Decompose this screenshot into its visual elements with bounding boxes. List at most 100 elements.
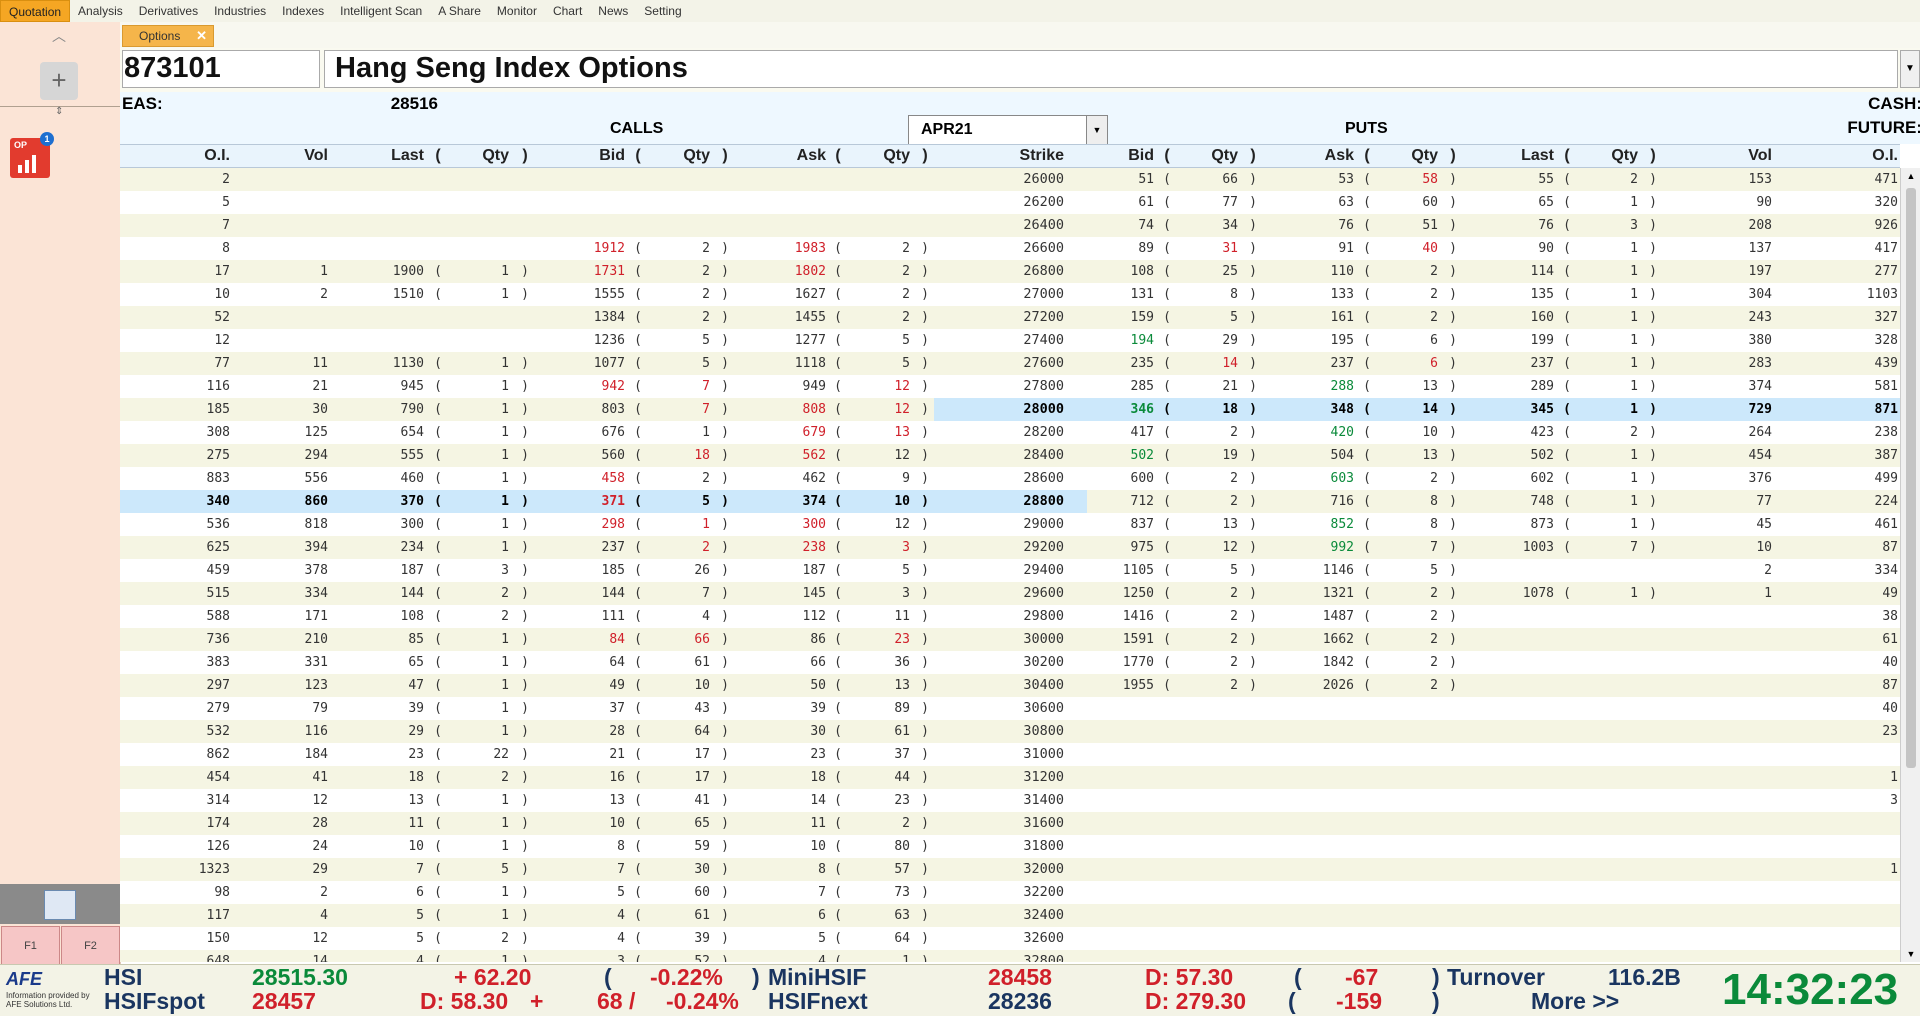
option-row-27000[interactable]: 10 2 1510 (1) 1555 (2) 1627 (2) 27000 131 (8) 133 (2… bbox=[120, 283, 1900, 306]
instrument-dropdown-icon[interactable]: ▼ bbox=[1900, 50, 1920, 88]
column-header-call-last[interactable]: Last bbox=[391, 147, 424, 164]
option-row-30800[interactable]: 532 116 29 (1) 28 (64) 30 (61) 30800 23 bbox=[120, 720, 1900, 743]
option-row-26400[interactable]: 7 26400 74 (34) 76 (51) 76 (3) 208 926 bbox=[120, 214, 1900, 237]
instrument-code-input[interactable]: 873101 bbox=[122, 50, 320, 88]
option-row-28400[interactable]: 275 294 555 (1) 560 (18) 562 (12) 28400 502 (19) 50… bbox=[120, 444, 1900, 467]
option-row-26600[interactable]: 8 1912 (2) 1983 (2) 26600 89 (31) 91 (40) 90 (1) 137… bbox=[120, 237, 1900, 260]
open-paren: ( bbox=[434, 747, 442, 762]
menu-item-setting[interactable]: Setting bbox=[644, 4, 682, 18]
hsi-label[interactable]: HSI bbox=[104, 964, 143, 990]
option-row-29400[interactable]: 459 378 187 (3) 185 (26) 187 (5) 29400 1105 (5) 114… bbox=[120, 559, 1900, 582]
column-header-put-oi[interactable]: O.I. bbox=[1872, 147, 1898, 164]
column-header-strike[interactable]: Strike bbox=[1019, 147, 1064, 164]
c-lq-cell: 1 bbox=[501, 517, 509, 532]
option-row-29600[interactable]: 515 334 144 (2) 144 (7) 145 (3) 29600 1250 (2) 1321… bbox=[120, 582, 1900, 605]
option-row-31200[interactable]: 454 41 18 (2) 16 (17) 18 (44) 31200 1 bbox=[120, 766, 1900, 789]
option-row-32800[interactable]: 648 14 4 (1) 3 (52) 4 (1) 32800 bbox=[120, 950, 1900, 962]
column-header-put-last[interactable]: Last bbox=[1521, 147, 1554, 164]
option-row-31400[interactable]: 314 12 13 (1) 13 (41) 14 (23) 31400 3 bbox=[120, 789, 1900, 812]
option-row-30400[interactable]: 297 123 47 (1) 49 (10) 50 (13) 30400 1955 (2) 2026 (… bbox=[120, 674, 1900, 697]
column-header-put-vol[interactable]: Vol bbox=[1748, 147, 1772, 164]
scroll-down-icon[interactable]: ▼ bbox=[1906, 949, 1916, 959]
minihsif-label[interactable]: MiniHSIF bbox=[768, 964, 867, 990]
option-row-32000[interactable]: 1323 29 7 (5) 7 (30) 8 (57) 32000 1 bbox=[120, 858, 1900, 881]
column-header-call-last-open[interactable]: ( bbox=[435, 147, 441, 164]
resize-handle-icon[interactable]: ⇕ bbox=[55, 106, 64, 117]
column-header-call-last-close[interactable]: ) bbox=[522, 147, 528, 164]
option-row-28600[interactable]: 883 556 460 (1) 458 (2) 462 (9) 28600 600 (2) 603 (2… bbox=[120, 467, 1900, 490]
option-row-30200[interactable]: 383 331 65 (1) 64 (61) 66 (36) 30200 1770 (2) 1842 (… bbox=[120, 651, 1900, 674]
option-row-32200[interactable]: 98 2 6 (1) 5 (60) 7 (73) 32200 bbox=[120, 881, 1900, 904]
menu-item-intelligent-scan[interactable]: Intelligent Scan bbox=[340, 4, 423, 18]
menu-item-derivatives[interactable]: Derivatives bbox=[138, 4, 199, 18]
option-row-26000[interactable]: 2 26000 51 (66) 53 (58) 55 (2) 153 471 bbox=[120, 168, 1900, 191]
collapse-up-icon[interactable]: ︿ bbox=[52, 28, 66, 44]
column-header-put-bid[interactable]: Bid bbox=[1128, 147, 1154, 164]
option-row-27600[interactable]: 77 11 1130 (1) 1077 (5) 1118 (5) 27600 235 (14) 237… bbox=[120, 352, 1900, 375]
tab-options[interactable]: Options ✕ bbox=[122, 25, 214, 47]
option-row-30000[interactable]: 736 210 85 (1) 84 (66) 86 (23) 30000 1591 (2) 1662 (… bbox=[120, 628, 1900, 651]
column-header-call-bid-close[interactable]: ) bbox=[722, 147, 728, 164]
option-row-29800[interactable]: 588 171 108 (2) 111 (4) 112 (11) 29800 1416 (2) 148… bbox=[120, 605, 1900, 628]
column-header-call-last-qty[interactable]: Qty bbox=[482, 147, 509, 164]
column-header-call-bid[interactable]: Bid bbox=[599, 147, 625, 164]
option-row-31600[interactable]: 174 28 11 (1) 10 (65) 11 (2) 31600 bbox=[120, 812, 1900, 835]
option-row-26800[interactable]: 17 1 1900 (1) 1731 (2) 1802 (2) 26800 108 (25) 110 (… bbox=[120, 260, 1900, 283]
column-header-put-last-close[interactable]: ) bbox=[1650, 147, 1656, 164]
menu-item-news[interactable]: News bbox=[598, 4, 629, 18]
f1-button[interactable]: F1 bbox=[1, 926, 60, 966]
column-header-put-bid-qty[interactable]: Qty bbox=[1211, 147, 1238, 164]
menu-item-chart[interactable]: Chart bbox=[552, 4, 583, 18]
month-dropdown-icon[interactable]: ▼ bbox=[1086, 116, 1107, 144]
vertical-scrollbar[interactable]: ▲ ▼ bbox=[1900, 168, 1920, 962]
menu-item-analysis[interactable]: Analysis bbox=[78, 4, 123, 18]
column-header-put-last-qty[interactable]: Qty bbox=[1611, 147, 1638, 164]
month-select[interactable]: APR21 ▼ bbox=[908, 115, 1108, 145]
menu-item-indexes[interactable]: Indexes bbox=[282, 4, 325, 18]
hsifnext-label[interactable]: HSIFnext bbox=[768, 988, 868, 1014]
close-tab-icon[interactable]: ✕ bbox=[196, 28, 207, 43]
column-header-call-vol[interactable]: Vol bbox=[304, 147, 328, 164]
menu-item-monitor[interactable]: Monitor bbox=[496, 4, 537, 18]
column-header-call-ask-close[interactable]: ) bbox=[922, 147, 928, 164]
menu-item-industries[interactable]: Industries bbox=[214, 4, 267, 18]
column-header-put-ask[interactable]: Ask bbox=[1324, 147, 1354, 164]
column-header-put-ask-close[interactable]: ) bbox=[1450, 147, 1456, 164]
option-row-31000[interactable]: 862 184 23 (22) 21 (17) 23 (37) 31000 bbox=[120, 743, 1900, 766]
open-paren: ( bbox=[634, 379, 642, 394]
option-row-26200[interactable]: 5 26200 61 (77) 63 (60) 65 (1) 90 320 bbox=[120, 191, 1900, 214]
option-row-32400[interactable]: 117 4 5 (1) 4 (61) 6 (63) 32400 bbox=[120, 904, 1900, 927]
scroll-up-icon[interactable]: ▲ bbox=[1906, 171, 1916, 181]
option-row-32600[interactable]: 150 12 5 (2) 4 (39) 5 (64) 32600 bbox=[120, 927, 1900, 950]
option-row-27800[interactable]: 116 21 945 (1) 942 (7) 949 (12) 27800 285 (21) 288 (… bbox=[120, 375, 1900, 398]
option-row-28200[interactable]: 308 125 654 (1) 676 (1) 679 (13) 28200 417 (2) 420 (… bbox=[120, 421, 1900, 444]
sidebar-tool-panel[interactable] bbox=[0, 884, 120, 924]
column-header-call-bid-qty[interactable]: Qty bbox=[683, 147, 710, 164]
option-row-29200[interactable]: 625 394 234 (1) 237 (2) 238 (3) 29200 975 (12) 992 (… bbox=[120, 536, 1900, 559]
column-header-call-oi[interactable]: O.I. bbox=[204, 147, 230, 164]
menu-item-a-share[interactable]: A Share bbox=[438, 4, 481, 18]
column-header-put-last-open[interactable]: ( bbox=[1564, 147, 1570, 164]
column-header-call-ask-open[interactable]: ( bbox=[835, 147, 841, 164]
scroll-thumb[interactable] bbox=[1906, 188, 1916, 768]
column-header-put-ask-qty[interactable]: Qty bbox=[1411, 147, 1438, 164]
hsifspot-label[interactable]: HSIFspot bbox=[104, 988, 205, 1014]
column-header-put-bid-close[interactable]: ) bbox=[1250, 147, 1256, 164]
column-header-call-bid-open[interactable]: ( bbox=[635, 147, 641, 164]
column-header-call-ask-qty[interactable]: Qty bbox=[883, 147, 910, 164]
option-row-29000[interactable]: 536 818 300 (1) 298 (1) 300 (12) 29000 837 (13) 852… bbox=[120, 513, 1900, 536]
option-row-27200[interactable]: 52 1384 (2) 1455 (2) 27200 159 (5) 161 (2) 160 (1) 2… bbox=[120, 306, 1900, 329]
option-row-31800[interactable]: 126 24 10 (1) 8 (59) 10 (80) 31800 bbox=[120, 835, 1900, 858]
option-row-28000[interactable]: 185 30 790 (1) 803 (7) 808 (12) 28000 346 (18) 348 (… bbox=[120, 398, 1900, 421]
f2-button[interactable]: F2 bbox=[61, 926, 120, 966]
option-row-27400[interactable]: 12 1236 (5) 1277 (5) 27400 194 (29) 195 (6) 199 (1)… bbox=[120, 329, 1900, 352]
option-row-28800[interactable]: 340 860 370 (1) 371 (5) 374 (10) 28800 712 (2) 716 (… bbox=[120, 490, 1900, 513]
menu-item-quotation[interactable]: Quotation bbox=[0, 0, 71, 22]
close-paren: ) bbox=[1249, 310, 1257, 325]
option-row-30600[interactable]: 279 79 39 (1) 37 (43) 39 (89) 30600 40 bbox=[120, 697, 1900, 720]
column-header-call-ask[interactable]: Ask bbox=[796, 147, 826, 164]
add-panel-button[interactable]: + bbox=[40, 62, 78, 100]
more-link[interactable]: More >> bbox=[1531, 988, 1620, 1014]
column-header-put-bid-open[interactable]: ( bbox=[1164, 147, 1170, 164]
column-header-put-ask-open[interactable]: ( bbox=[1364, 147, 1370, 164]
